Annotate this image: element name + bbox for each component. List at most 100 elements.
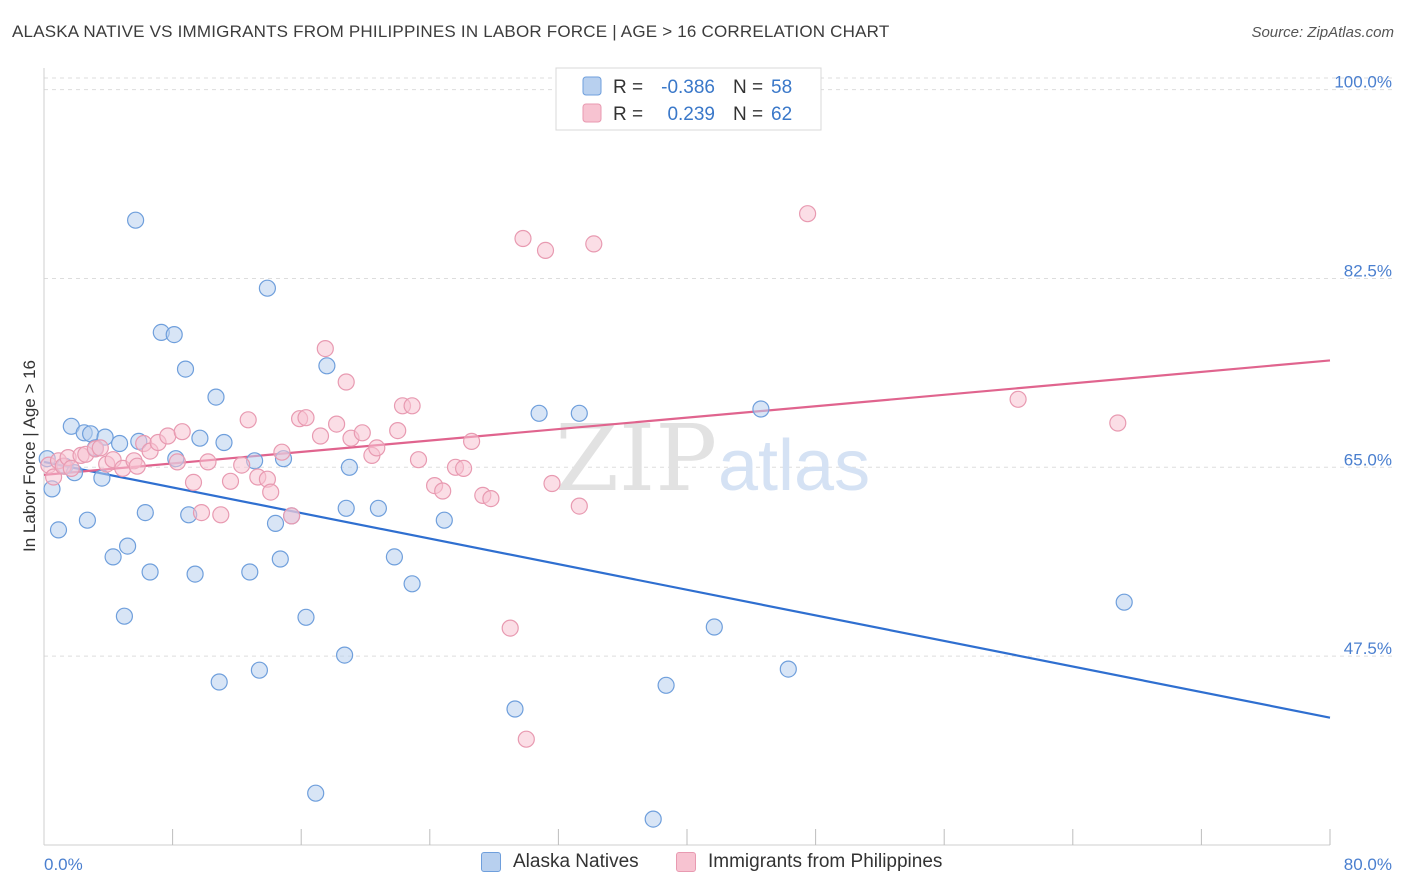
- alaska-native-trend-line: [43, 460, 1331, 719]
- legend-n-value-1: 58: [771, 77, 792, 98]
- alaska-native-point: [250, 661, 268, 679]
- philippines-point: [337, 373, 355, 391]
- alaska-native-point: [266, 514, 285, 533]
- philippines-point: [199, 453, 217, 471]
- philippines-point: [1009, 390, 1027, 408]
- alaska-native-point: [369, 499, 387, 517]
- philippines-point: [798, 205, 817, 223]
- alaska-native-point: [657, 676, 675, 694]
- x-ticks: [172, 829, 1331, 845]
- alaska-native-point: [779, 660, 797, 678]
- alaska-native-point: [141, 563, 159, 581]
- alaska-native-point: [1115, 593, 1133, 611]
- philippines-point: [463, 432, 481, 450]
- alaska-native-point: [307, 784, 325, 802]
- legend-r-label-2: R =: [613, 104, 643, 125]
- legend-r-label-1: R =: [613, 77, 643, 98]
- y-tick-label: 47.5%: [1344, 639, 1392, 658]
- alaska-native-point: [752, 400, 770, 418]
- alaska-native-point: [136, 503, 154, 522]
- philippines-point: [297, 409, 315, 427]
- alaska-native-point: [385, 548, 403, 566]
- alaska-native-point: [297, 608, 315, 626]
- y-tick-label: 100.0%: [1334, 73, 1392, 92]
- philippines-point: [570, 497, 588, 515]
- philippines-point: [514, 229, 532, 248]
- philippines-point: [585, 235, 603, 253]
- philippines-point: [328, 415, 346, 433]
- watermark-atlas: atlas: [718, 426, 870, 506]
- philippines-point: [1109, 414, 1127, 432]
- bottom-legend-swatch-blue: [481, 852, 501, 872]
- alaska-native-point: [403, 575, 421, 593]
- legend: R = -0.386 N = 58 R = 0.239 N = 62: [555, 67, 822, 131]
- bottom-legend: Alaska Natives Immigrants from Philippin…: [0, 851, 1406, 877]
- legend-n-label-2: N =: [733, 104, 763, 125]
- alaska-native-point: [241, 563, 259, 581]
- bottom-legend-label-alaska: Alaska Natives: [513, 851, 639, 872]
- alaska-native-point: [530, 404, 548, 422]
- philippines-point: [159, 427, 177, 445]
- alaska-native-point: [570, 404, 588, 422]
- legend-n-label-1: N =: [733, 77, 763, 98]
- philippines-point: [233, 456, 251, 474]
- bottom-legend-label-philippines: Immigrants from Philippines: [708, 851, 943, 872]
- alaska-native-point: [118, 537, 137, 555]
- philippines-point: [239, 411, 257, 429]
- philippines-point: [262, 483, 280, 501]
- philippines-point: [221, 472, 240, 490]
- philippines-point: [192, 503, 211, 522]
- alaska-native-point: [215, 433, 233, 452]
- y-tick-label: 65.0%: [1344, 450, 1392, 469]
- x-tick-label-max: 80.0%: [1344, 855, 1392, 874]
- alaska-native-point: [127, 211, 145, 229]
- philippines-point: [409, 451, 428, 469]
- philippines-point: [91, 439, 109, 457]
- philippines-point: [482, 490, 500, 508]
- alaska-native-point: [110, 434, 129, 453]
- alaska-native-point: [104, 548, 122, 566]
- alaska-native-point: [271, 550, 289, 568]
- philippines-point: [316, 340, 334, 358]
- philippines-point: [283, 507, 301, 525]
- philippines-point: [168, 453, 186, 471]
- bottom-legend-swatch-pink: [676, 852, 696, 872]
- alaska-native-point: [49, 521, 68, 539]
- chart-source: Source: ZipAtlas.com: [1251, 24, 1394, 41]
- philippines-point: [311, 427, 330, 445]
- philippines-point: [517, 730, 535, 748]
- legend-r-value-2: 0.239: [667, 104, 715, 125]
- alaska-native-point: [644, 810, 662, 828]
- philippines-point: [44, 468, 63, 486]
- data-points: [38, 205, 1133, 828]
- philippines-point: [368, 439, 386, 457]
- philippines-point: [128, 457, 146, 475]
- legend-r-value-1: -0.386: [661, 77, 715, 98]
- philippines-point: [212, 506, 230, 524]
- alaska-native-point: [207, 388, 225, 406]
- philippines-point: [273, 443, 291, 461]
- legend-swatch-blue: [582, 76, 602, 96]
- alaska-native-point: [210, 673, 228, 691]
- y-tick-labels: 47.5% 65.0% 82.5% 100.0%: [1334, 73, 1392, 659]
- bottom-legend-item-philippines: Immigrants from Philippines: [676, 851, 942, 873]
- alaska-native-point: [705, 618, 723, 636]
- philippines-point: [501, 619, 519, 637]
- philippines-point: [62, 459, 80, 477]
- alaska-native-point: [165, 326, 183, 344]
- legend-n-value-2: 62: [771, 104, 792, 125]
- alaska-native-point: [506, 700, 524, 718]
- y-tick-label: 82.5%: [1344, 261, 1392, 280]
- philippines-point: [543, 474, 561, 493]
- alaska-native-point: [176, 360, 195, 378]
- alaska-native-point: [78, 511, 97, 529]
- philippines-point: [455, 459, 473, 477]
- alaska-native-point: [258, 279, 276, 297]
- philippines-point: [389, 422, 407, 440]
- chart-title: ALASKA NATIVE VS IMMIGRANTS FROM PHILIPP…: [12, 22, 890, 41]
- alaska-native-point: [336, 646, 354, 664]
- philippines-point: [353, 424, 371, 442]
- bottom-legend-item-alaska: Alaska Natives: [481, 851, 639, 873]
- philippines-point: [403, 397, 421, 415]
